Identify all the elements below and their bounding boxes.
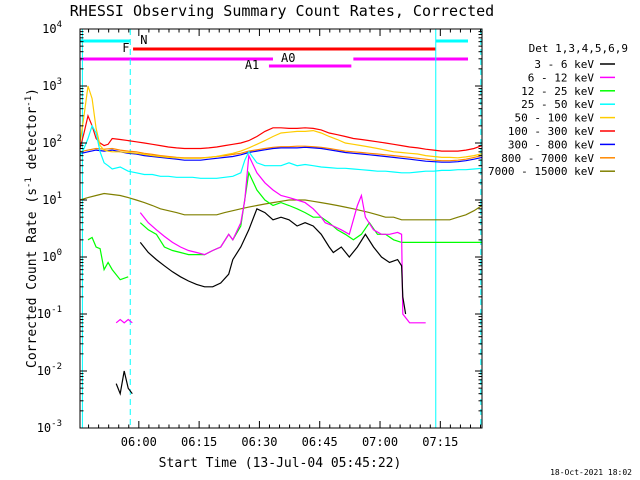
series-line-800-7000keV (79, 145, 483, 162)
x-tick-label: 06:15 (181, 435, 217, 449)
a0-label: A0 (281, 51, 295, 65)
y-tick-label: 104 (42, 20, 62, 36)
footer-date: 18-Oct-2021 18:02 (550, 468, 632, 477)
plot-frame (79, 28, 483, 429)
y-tick-label: 103 (42, 77, 62, 93)
y-tick-label: 10-3 (37, 419, 62, 435)
legend-label: 300 - 800 keV (508, 138, 594, 151)
legend-label: 6 - 12 keV (528, 71, 595, 84)
series-line-3-6keV (115, 207, 407, 396)
x-tick-label: 07:15 (422, 435, 458, 449)
x-axis-label: Start Time (13-Jul-04 05:45:22) (159, 456, 402, 471)
attenuator-lines (81, 29, 482, 428)
y-tick-label: 101 (42, 191, 62, 207)
observing-flags: NF A0 A1 (80, 33, 468, 72)
flare-label: F (122, 41, 129, 55)
x-tick-label: 07:00 (362, 435, 398, 449)
y-tick-label: 102 (42, 134, 62, 150)
legend-label: 12 - 25 keV (521, 85, 594, 98)
x-axis: 06:00 06:15 06:30 06:45 07:00 07:15 (88, 29, 482, 449)
a1-label: A1 (245, 58, 259, 72)
night-label: N (140, 33, 147, 47)
legend-label: 800 - 7000 keV (501, 152, 594, 165)
y-axis-label: Corrected Count Rate (s-1 detector-1) (24, 88, 40, 368)
series-line-25-50keV (79, 124, 483, 179)
legend-label: 7000 - 15000 keV (488, 165, 594, 178)
series-line-100-300keV (79, 113, 483, 152)
x-tick-label: 06:45 (302, 435, 338, 449)
x-tick-label: 06:30 (241, 435, 277, 449)
y-tick-label: 10-2 (37, 362, 62, 378)
y-tick-label: 10-1 (37, 305, 62, 321)
legend-label: 3 - 6 keV (534, 58, 594, 71)
x-tick-label: 06:00 (121, 435, 157, 449)
series-line-12-25keV (87, 170, 482, 281)
chart-title: RHESSI Observing Summary Count Rates, Co… (70, 2, 494, 20)
series-line-7000-15000keV (79, 192, 483, 221)
y-tick-label: 100 (42, 248, 62, 264)
legend-label: 50 - 100 keV (515, 112, 595, 125)
plot-series (79, 85, 483, 396)
legend-label: 100 - 300 keV (508, 125, 594, 138)
y-axis: 10-3 10-2 10-1 100 101 102 103 104 (37, 20, 482, 435)
series-line-300-800keV (79, 146, 483, 163)
series-line-50-100keV (79, 85, 483, 159)
legend-label: 25 - 50 keV (521, 98, 594, 111)
legend-title: Det 1,3,4,5,6,9 (529, 42, 628, 55)
series-line-6-12keV (115, 153, 426, 324)
